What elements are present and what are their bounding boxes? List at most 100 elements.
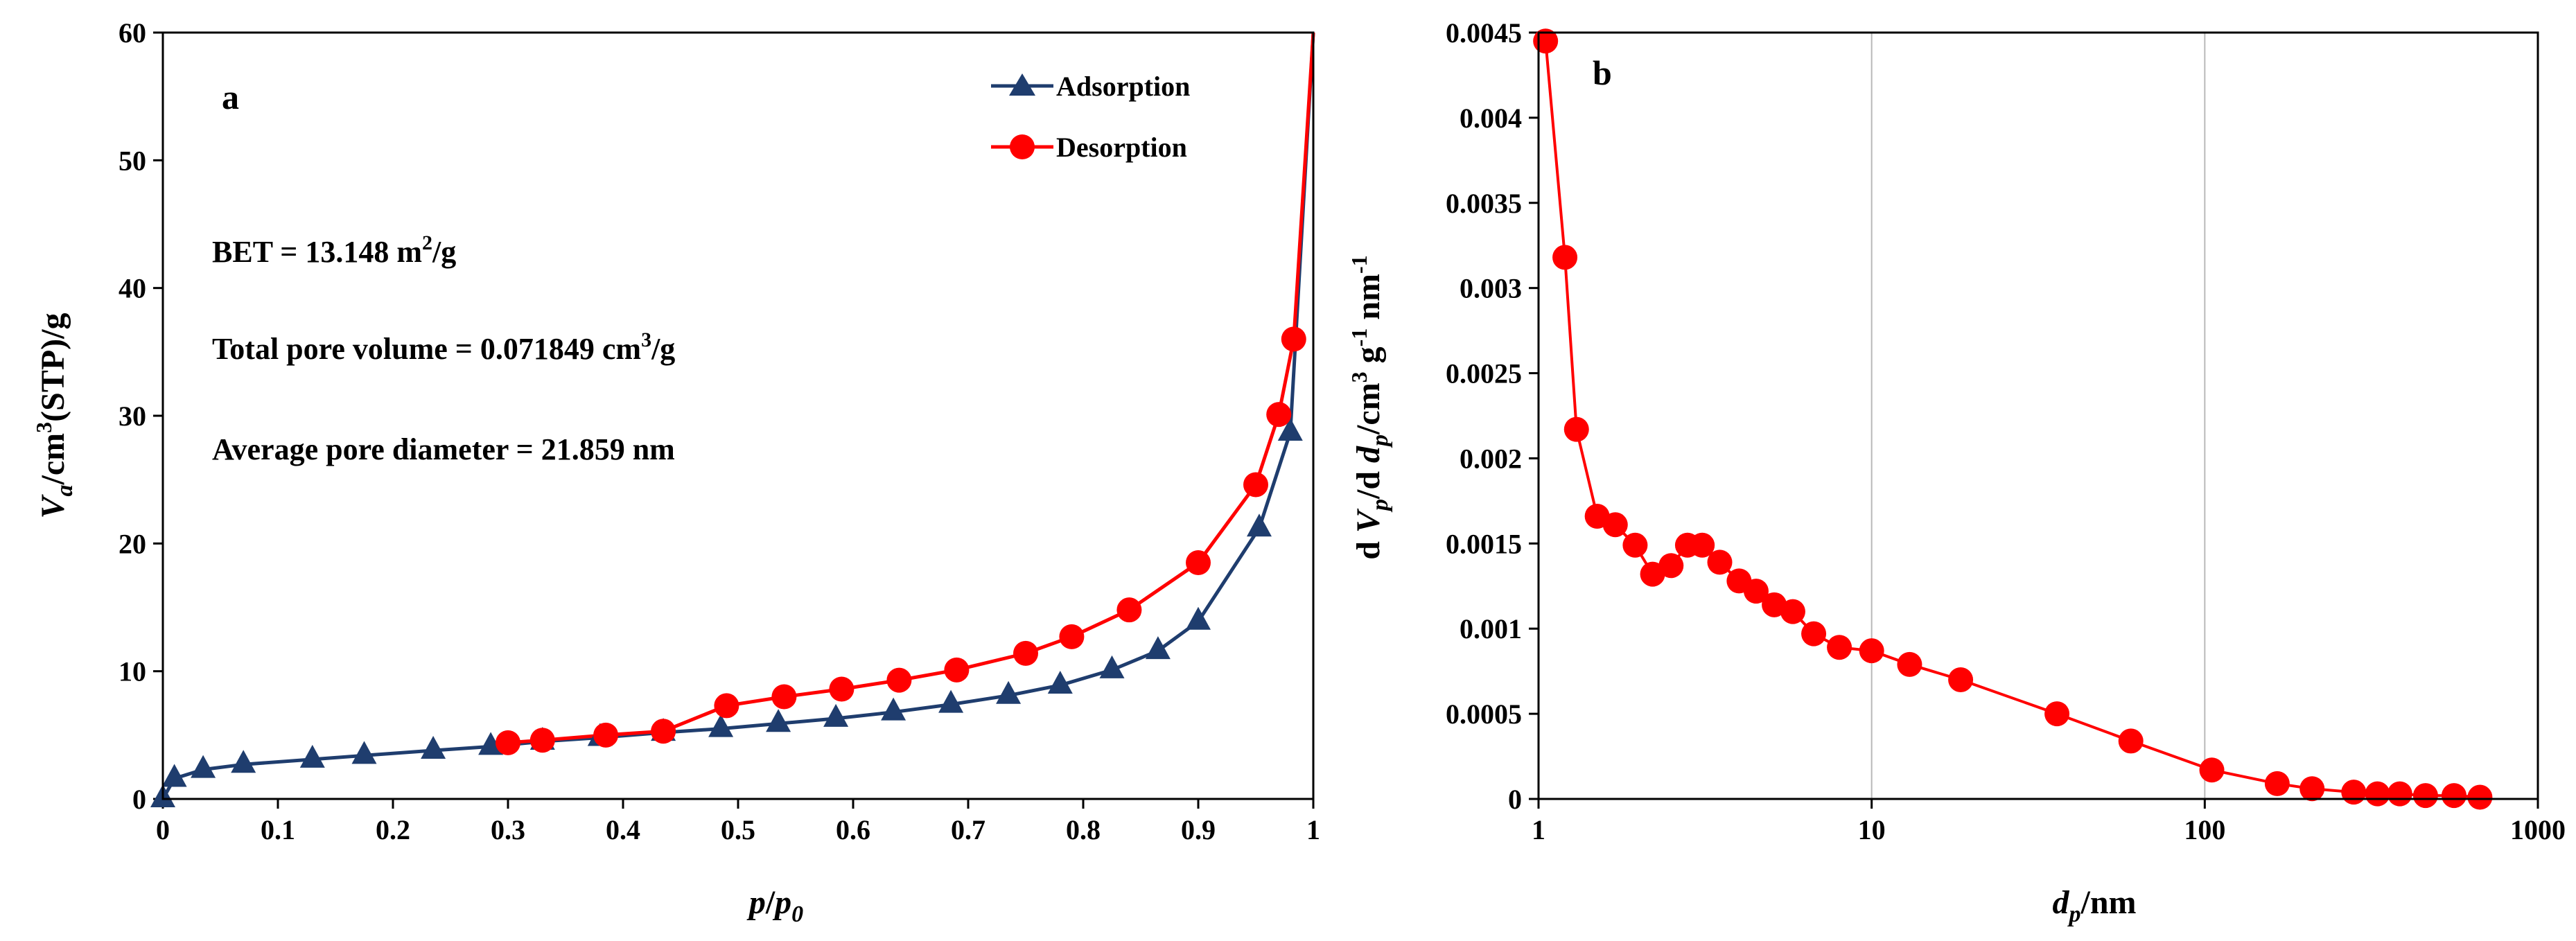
desorption-point xyxy=(1266,402,1292,428)
legend-adsorption-triangle-icon xyxy=(1009,73,1035,96)
chart-b: 0 0.0005 0.001 0.0015 0.002 0.0025 0.003 0.0035… xyxy=(1347,17,2566,927)
y-tick-label: 40 xyxy=(119,273,146,304)
desorption-point xyxy=(714,693,739,719)
adsorption-point xyxy=(1099,655,1125,678)
adsorption-point xyxy=(1186,606,1211,630)
psd-point xyxy=(2441,783,2467,809)
chart-a-x-ticks: 0 0.1 0.2 0.3 0.4 0.5 0.6 0.7 0.8 0.9 1 xyxy=(156,799,1320,845)
chart-a-pore-volume-annotation: Total pore volume = 0.071849 cm3/g xyxy=(212,328,675,366)
desorption-point xyxy=(1013,640,1038,666)
chart-b-frame xyxy=(1537,31,2539,800)
y-tick-label: 60 xyxy=(119,17,146,49)
psd-point xyxy=(2299,776,2325,802)
x-tick-label: 0.4 xyxy=(606,814,640,845)
desorption-point xyxy=(1186,549,1211,575)
y-tick-label: 50 xyxy=(119,145,146,176)
x-tick-label: 1000 xyxy=(2510,814,2566,845)
psd-point xyxy=(1658,553,1684,579)
y-tick-label: 0.001 xyxy=(1460,613,1522,644)
psd-point xyxy=(1801,621,1827,647)
adsorption-point xyxy=(881,697,906,721)
adsorption-point xyxy=(421,735,446,759)
psd-point xyxy=(1948,667,1974,692)
x-tick-label: 0.5 xyxy=(721,814,755,845)
x-tick-label: 0.7 xyxy=(951,814,985,845)
x-tick-label: 100 xyxy=(2184,814,2225,845)
psd-point xyxy=(1897,651,1922,677)
chart-a-legend: Adsorption Desorption xyxy=(991,71,1190,163)
adsorption-point xyxy=(231,750,256,773)
chart-a-frame xyxy=(161,31,1315,800)
x-tick-label: 0.8 xyxy=(1066,814,1101,845)
adsorption-point xyxy=(1246,513,1272,537)
desorption-point xyxy=(771,684,797,710)
desorption-point xyxy=(1116,597,1142,623)
x-tick-label: 0.3 xyxy=(491,814,525,845)
adsorption-point xyxy=(478,732,504,755)
psd-point xyxy=(1563,416,1589,442)
series-line-adsorption xyxy=(161,32,1315,800)
y-tick-label: 0.0045 xyxy=(1446,17,1522,49)
desorption-point xyxy=(829,676,855,702)
desorption-point xyxy=(593,722,619,748)
adsorption-point xyxy=(708,714,734,737)
adsorption-point xyxy=(161,764,187,787)
adsorption-point xyxy=(1047,670,1073,694)
psd-point xyxy=(1859,638,1884,664)
adsorption-point xyxy=(351,741,377,764)
psd-point xyxy=(2199,757,2225,783)
desorption-point xyxy=(1059,624,1085,649)
chart-b-y-axis-title: d Vp/d dp/cm3 g-1 nm-1 xyxy=(1347,255,1393,559)
adsorption-point xyxy=(823,703,849,727)
y-tick-label: 0 xyxy=(1508,784,1522,815)
legend-desorption-label: Desorption xyxy=(1056,132,1187,163)
x-tick-label: 0.6 xyxy=(836,814,870,845)
y-tick-label: 0.0025 xyxy=(1446,358,1522,389)
y-tick-label: 0.0005 xyxy=(1446,698,1522,730)
psd-point xyxy=(2467,784,2493,810)
chart-b-gridlines xyxy=(1870,33,2206,799)
legend-adsorption-label: Adsorption xyxy=(1056,71,1190,102)
chart-a-x-axis-title: p/p0 xyxy=(746,884,803,927)
psd-point xyxy=(2118,728,2144,754)
adsorption-point xyxy=(996,680,1022,704)
y-tick-label: 30 xyxy=(119,401,146,432)
adsorption-point xyxy=(938,689,964,713)
psd-point xyxy=(1602,512,1628,538)
adsorption-point xyxy=(299,744,325,768)
psd-point xyxy=(2264,771,2290,796)
chart-a-markers xyxy=(150,326,1306,807)
y-tick-label: 0.002 xyxy=(1460,443,1522,474)
psd-point xyxy=(1622,532,1648,558)
adsorption-point xyxy=(1277,417,1303,441)
psd-point xyxy=(2365,781,2390,807)
chart-a-y-axis-title: Va/cm3(STP)/g xyxy=(31,313,78,519)
y-tick-label: 0.0015 xyxy=(1446,528,1522,559)
chart-b-series-lines xyxy=(1544,41,2480,799)
psd-point xyxy=(1552,245,1578,270)
chart-a-bet-annotation: BET = 13.148 m2/g xyxy=(212,231,456,269)
adsorption-point xyxy=(1145,636,1171,660)
y-tick-label: 20 xyxy=(119,528,146,559)
chart-a-panel-label: a xyxy=(222,78,239,116)
y-tick-label: 0.004 xyxy=(1460,103,1522,134)
x-tick-label: 0.1 xyxy=(261,814,295,845)
chart-b-x-ticks: 1 10 100 1000 xyxy=(1532,799,2566,845)
x-tick-label: 1 xyxy=(1306,814,1320,845)
desorption-point xyxy=(1243,472,1268,498)
chart-b-markers xyxy=(1533,28,2493,810)
desorption-point xyxy=(1281,326,1306,352)
psd-series-line xyxy=(1544,41,2480,799)
chart-b-y-ticks: 0 0.0005 0.001 0.0015 0.002 0.0025 0.003 0.0035… xyxy=(1446,17,1539,815)
x-tick-label: 0.2 xyxy=(376,814,410,845)
psd-point xyxy=(2044,701,2070,727)
psd-point xyxy=(2412,783,2438,809)
y-tick-label: 10 xyxy=(119,656,146,687)
x-tick-label: 1 xyxy=(1532,814,1545,845)
y-tick-label: 0.0035 xyxy=(1446,188,1522,219)
x-tick-label: 0 xyxy=(156,814,170,845)
psd-point xyxy=(2341,780,2367,805)
chart-b-x-axis-title: dp/nm xyxy=(2052,884,2136,927)
